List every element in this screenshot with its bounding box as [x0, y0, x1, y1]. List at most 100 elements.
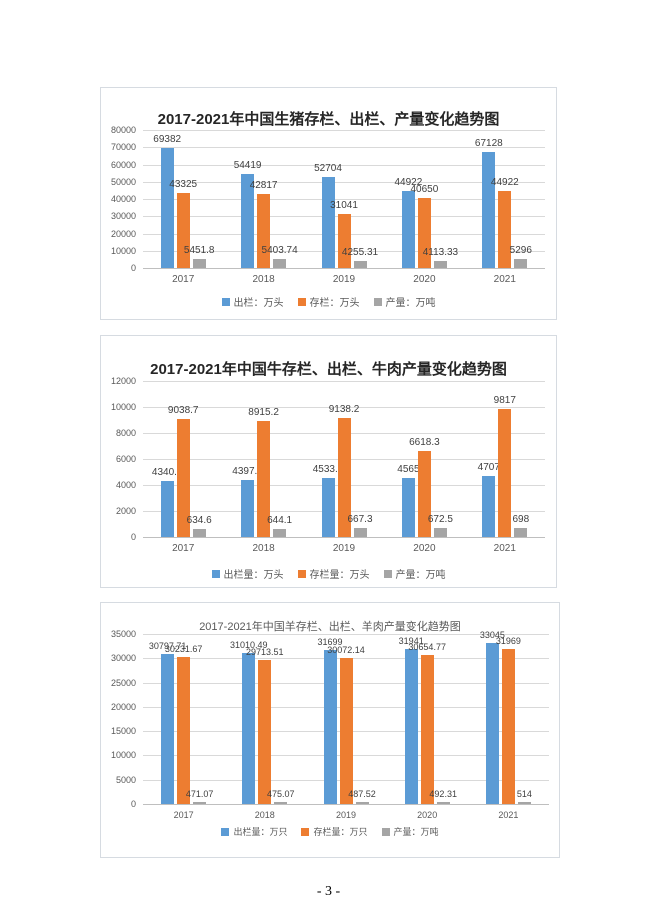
legend-item: 存栏量：万只: [301, 825, 368, 838]
data-label: 44922: [394, 176, 423, 188]
bar: [193, 801, 207, 804]
data-label: 4255.31: [341, 246, 379, 258]
data-label: 471.07: [185, 788, 214, 799]
legend-label: 出栏量：万只: [233, 827, 288, 837]
data-label: 9138.2: [328, 404, 360, 416]
y-axis-label: 70000: [110, 142, 136, 153]
legend-swatch: [301, 827, 310, 836]
legend-item: 产量：万吨: [383, 566, 446, 581]
x-axis-label: 2020: [413, 274, 436, 285]
y-axis-label: 10000: [110, 245, 136, 256]
legend-label: 出栏：万头: [233, 298, 284, 309]
pig-chart-title: 2017-2021年中国生猪存栏、出栏、产量变化趋势图: [157, 111, 500, 129]
y-axis-label: 25000: [110, 677, 136, 688]
bar: [177, 657, 191, 804]
legend-label: 存栏量：万头: [309, 570, 370, 581]
legend-item: 产量：万吨: [373, 294, 436, 309]
x-axis-label: 2021: [493, 543, 516, 554]
legend-swatch: [221, 297, 230, 306]
x-axis-line: [143, 804, 549, 805]
legend-label: 存栏量：万只: [313, 827, 368, 837]
y-axis-label: 0: [130, 532, 136, 542]
bar: [498, 190, 512, 268]
y-axis-label: 5000: [115, 774, 136, 785]
bar: [274, 801, 288, 804]
data-label: 43325: [169, 179, 198, 191]
bar: [257, 421, 271, 537]
bar: [517, 801, 531, 804]
bar: [353, 260, 367, 268]
bar: [353, 528, 367, 537]
bar: [242, 653, 256, 804]
bar: [323, 650, 337, 804]
data-label: 40650: [410, 183, 439, 195]
gridline: [143, 199, 545, 200]
data-label: 9038.7: [167, 405, 199, 417]
legend-label: 产量：万吨: [393, 827, 439, 837]
x-axis-label: 2017: [172, 543, 195, 554]
x-axis-label: 2019: [332, 543, 356, 554]
legend-swatch: [383, 569, 392, 578]
bar: [192, 528, 206, 537]
page-number: - 3 -: [316, 884, 341, 899]
bar: [273, 258, 287, 268]
y-axis-label: 0: [130, 263, 136, 273]
x-axis-label: 2021: [493, 274, 516, 285]
data-label: 667.3: [347, 514, 373, 526]
y-axis-label: 20000: [110, 228, 136, 239]
bar: [339, 657, 353, 804]
pig-chart-legend: 出栏：万头 存栏：万头 产量：万吨: [101, 294, 556, 309]
data-label: 30231.67: [164, 644, 203, 655]
data-label: 31010.49: [230, 640, 268, 651]
y-axis-label: 80000: [110, 125, 136, 135]
bar: [241, 479, 255, 537]
y-axis-label: 12000: [110, 376, 136, 386]
data-label: 31041: [330, 200, 358, 212]
data-label: 30797.71: [148, 641, 187, 652]
y-axis-label: 10000: [110, 750, 136, 761]
data-label: 52704: [314, 163, 342, 175]
y-axis-label: 60000: [110, 159, 136, 170]
bar: [176, 193, 190, 268]
bar: [514, 527, 528, 537]
data-label: 9817: [493, 395, 516, 407]
legend-swatch: [297, 297, 306, 306]
data-label: 31941: [398, 635, 424, 646]
bar: [482, 475, 496, 537]
data-label: 4707: [477, 461, 500, 473]
data-label: 67128: [474, 138, 503, 150]
legend-label: 产量：万吨: [395, 570, 446, 581]
data-label: 42817: [249, 180, 278, 192]
cattle-chart-plot-area: 0 2000 4000 6000 8000 10000 12000 4340.3 9038.7 6…: [101, 336, 556, 587]
legend-item: 出栏量：万只: [221, 825, 287, 838]
cattle-chart-card: 2017-2021年中国牛存栏、出栏、牛肉产量变化趋势图 0 2000 4000 60…: [100, 335, 557, 588]
bar: [433, 528, 447, 537]
x-axis-label: 2017: [173, 810, 194, 820]
data-label: 5451.8: [183, 244, 215, 256]
data-label: 698: [512, 513, 530, 525]
y-axis-label: 2000: [115, 506, 136, 516]
bar: [273, 528, 287, 537]
x-axis-label: 2019: [335, 810, 357, 820]
data-label: 4397.5: [232, 465, 263, 477]
gridline: [143, 130, 545, 131]
y-axis-label: 40000: [110, 194, 136, 204]
x-axis-label: 2018: [254, 810, 275, 820]
legend-item: 产量：万吨: [381, 825, 439, 838]
x-axis-line: [143, 268, 545, 269]
y-axis-label: 4000: [115, 480, 136, 490]
data-label: 4340.3: [151, 466, 183, 478]
bar: [417, 450, 431, 537]
bar: [498, 409, 512, 537]
gridline: [143, 147, 545, 149]
sheep-chart-title: 2017-2021年中国羊存栏、出栏、羊肉产量变化趋势图: [199, 621, 461, 634]
data-label: 5296: [509, 244, 532, 256]
bar: [404, 648, 418, 804]
legend-item: 存栏：万头: [297, 294, 360, 309]
data-label: 634.6: [186, 514, 212, 526]
bar: [401, 477, 415, 537]
bar: [160, 480, 174, 537]
y-axis-label: 10000: [110, 402, 136, 412]
legend-item: 存栏量：万头: [297, 566, 370, 581]
